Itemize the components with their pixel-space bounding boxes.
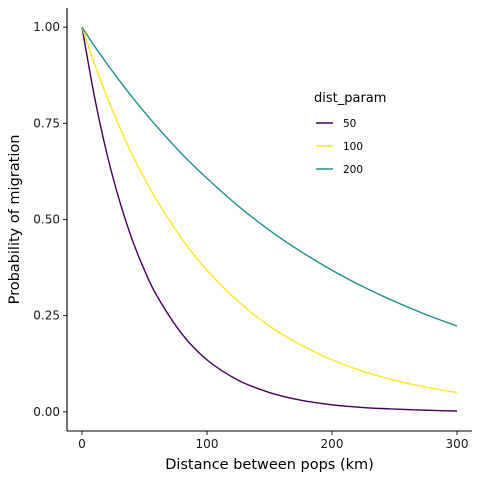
legend: dist_param 50 100 200 <box>314 91 386 176</box>
y-tick-label: 0.50 <box>33 213 60 227</box>
y-axis-title: Probability of migration <box>7 135 23 305</box>
x-axis-ticks: 0 100 200 300 <box>78 431 468 451</box>
x-tick-label: 0 <box>78 437 86 451</box>
x-tick-label: 200 <box>321 437 344 451</box>
legend-label-100: 100 <box>343 141 363 153</box>
y-tick-label: 0.00 <box>33 405 60 419</box>
legend-items: 50 100 200 <box>316 118 363 176</box>
legend-label-200: 200 <box>343 164 363 176</box>
series-group <box>81 26 458 412</box>
series-line-200 <box>81 26 458 327</box>
series-line-50 <box>81 27 458 412</box>
x-tick-label: 300 <box>446 437 469 451</box>
x-axis-title: Distance between pops (km) <box>165 457 374 473</box>
x-tick-label: 100 <box>196 437 219 451</box>
y-axis-ticks: 0.00 0.25 0.50 0.75 1.00 <box>33 20 67 419</box>
y-tick-label: 0.75 <box>33 116 60 130</box>
legend-title: dist_param <box>314 91 386 106</box>
legend-label-50: 50 <box>343 118 356 130</box>
series-line-100 <box>81 27 458 394</box>
y-tick-label: 1.00 <box>33 20 60 34</box>
y-tick-label: 0.25 <box>33 309 60 323</box>
